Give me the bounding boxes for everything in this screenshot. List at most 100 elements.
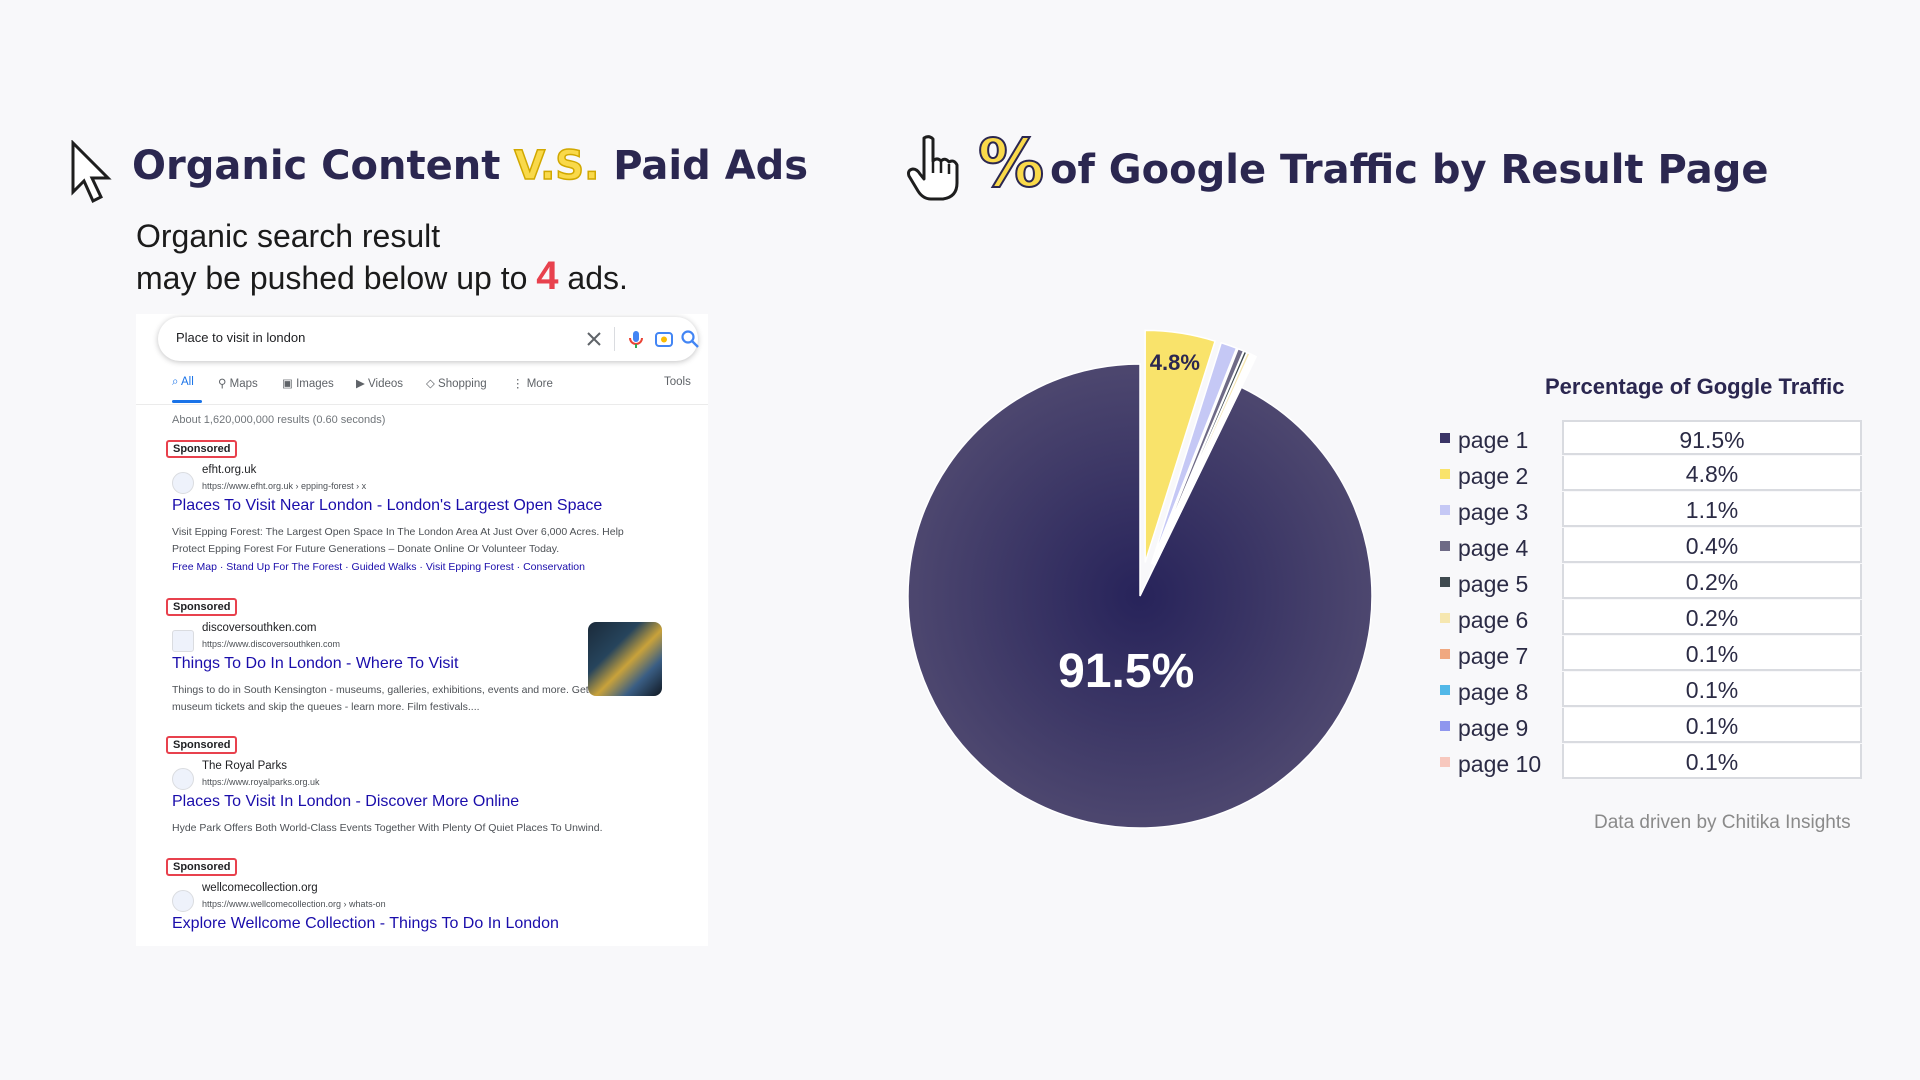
ad-site: The Royal Parks (202, 760, 288, 772)
subtitle: Organic search result may be pushed belo… (136, 216, 628, 298)
legend-row: page 3 1.1% (1432, 492, 1862, 528)
legend-swatch (1440, 757, 1450, 767)
legend-label: page 4 (1458, 535, 1529, 561)
tab-images[interactable]: ▣ Images (282, 378, 334, 390)
sponsored-badge: Sponsored (166, 736, 238, 754)
data-source: Data driven by Chitika Insights (1594, 812, 1851, 833)
left-title-part: Paid Ads (599, 143, 809, 189)
tab-label: Shopping (438, 378, 487, 390)
legend-swatch (1440, 613, 1450, 623)
tab-all[interactable]: ⌕ All (172, 376, 194, 388)
pointing-hand-icon (907, 135, 959, 201)
globe-icon (172, 890, 194, 912)
ad-url: https://www.discoversouthken.com (202, 639, 341, 649)
ad-url: https://www.efht.org.uk › epping-forest … (202, 481, 367, 491)
tab-label: More (526, 378, 553, 390)
ad-description: Hyde Park Offers Both World-Class Events… (172, 822, 603, 834)
legend-row: page 4 0.4% (1432, 528, 1862, 564)
crown-icon (172, 768, 194, 790)
legend-label: page 7 (1458, 643, 1529, 669)
tab-label: All (181, 376, 194, 388)
ad-sitelinks[interactable]: Free Map · Stand Up For The Forest · Gui… (172, 561, 585, 573)
legend-swatch (1440, 505, 1450, 515)
legend-label: page 3 (1458, 499, 1529, 525)
legend-row: page 9 0.1% (1432, 708, 1862, 744)
legend-row: page 8 0.1% (1432, 672, 1862, 708)
legend-swatch (1440, 577, 1450, 587)
legend-value: 0.1% (1562, 636, 1862, 671)
active-tab-indicator (172, 400, 202, 403)
slice-label-page-2: 4.8% (1150, 350, 1200, 375)
globe-icon (172, 472, 194, 494)
legend-swatch (1440, 685, 1450, 695)
ad-title-link[interactable]: Things To Do In London - Where To Visit (172, 655, 459, 672)
legend-swatch (1440, 469, 1450, 479)
divider (136, 404, 708, 405)
tab-maps[interactable]: ⚲ Maps (218, 378, 258, 390)
ad-description: Visit Epping Forest: The Largest Open Sp… (172, 526, 624, 555)
legend-label: page 8 (1458, 679, 1529, 705)
legend-value: 91.5% (1562, 420, 1862, 455)
sponsored-result: Sponsored The Royal Parks https://www.ro… (166, 736, 696, 846)
tab-label: Images (296, 378, 334, 390)
ad-title-link[interactable]: Explore Wellcome Collection - Things To … (172, 915, 559, 932)
tools-button[interactable]: Tools (664, 376, 691, 388)
legend-label: page 1 (1458, 427, 1529, 453)
ad-description: Things to do in South Kensington - museu… (172, 684, 610, 713)
arrow-cursor-icon (71, 140, 112, 204)
tab-videos[interactable]: ▶ Videos (356, 378, 404, 390)
legend-row: page 2 4.8% (1432, 456, 1862, 492)
table-title: Percentage of Goggle Traffic (1545, 374, 1845, 399)
pie-chart: 91.5% 4.8% (907, 329, 1373, 829)
ad-site: discoversouthken.com (202, 622, 317, 634)
legend-label: page 9 (1458, 715, 1529, 741)
pie-slice-page-3 (1150, 341, 1238, 565)
left-title: Organic Content V.S. Paid Ads (132, 142, 809, 190)
slice-label-page-1: 91.5% (1058, 645, 1194, 698)
camera-icon[interactable] (652, 327, 676, 351)
ad-title-link[interactable]: Places To Visit In London - Discover Mor… (172, 793, 520, 810)
sponsored-result: Sponsored efht.org.uk https://www.efht.o… (166, 440, 696, 590)
legend-label: page 6 (1458, 607, 1529, 633)
search-input[interactable]: Place to visit in london (176, 330, 306, 345)
legend-row: page 10 0.1% (1432, 744, 1862, 780)
search-icon[interactable] (678, 327, 702, 351)
tab-label: Maps (229, 378, 258, 390)
divider (614, 327, 615, 351)
ad-site: wellcomecollection.org (202, 882, 318, 894)
search-results-screenshot: Place to visit in london ⌕ All ⚲ Maps ▣ … (136, 314, 708, 946)
legend-row: page 5 0.2% (1432, 564, 1862, 600)
search-bar[interactable]: Place to visit in london (158, 317, 699, 361)
pie-slice-page-2 (1144, 329, 1216, 563)
ad-thumbnail-image[interactable] (588, 622, 662, 696)
legend-label: page 10 (1458, 751, 1542, 777)
legend-value: 0.1% (1562, 672, 1862, 707)
ad-url: https://www.wellcomecollection.org › wha… (202, 899, 386, 909)
legend-table: page 1 91.5% page 2 4.8% page 3 1.1% page 4 0.4… (1432, 420, 1862, 780)
ad-title-link[interactable]: Places To Visit Near London - London's L… (172, 497, 603, 514)
vs-label: V.S. (514, 142, 601, 190)
legend-value: 0.2% (1562, 600, 1862, 635)
legend-value: 4.8% (1562, 456, 1862, 491)
clear-icon[interactable] (582, 327, 606, 351)
search-tabs: ⌕ All ⚲ Maps ▣ Images ▶ Videos ◇ Shoppin… (172, 376, 702, 404)
legend-swatch (1440, 721, 1450, 731)
tab-more[interactable]: ⋮ More (512, 378, 553, 390)
pie-slice-page-10 (1154, 355, 1258, 566)
legend-swatch (1440, 541, 1450, 551)
site-logo-icon (172, 630, 194, 652)
legend-value: 0.1% (1562, 708, 1862, 743)
subtitle-text: ads. (558, 260, 628, 296)
left-title-part: Organic Content (132, 143, 515, 189)
legend-label: page 2 (1458, 463, 1529, 489)
legend-row: page 1 91.5% (1432, 420, 1862, 456)
pie-slice-page-1 (907, 363, 1373, 829)
result-stats: About 1,620,000,000 results (0.60 second… (172, 414, 386, 426)
tab-shopping[interactable]: ◇ Shopping (426, 378, 487, 390)
sponsored-badge: Sponsored (166, 858, 238, 876)
subtitle-line-2: may be pushed below up to 4 ads. (136, 256, 628, 298)
legend-swatch (1440, 433, 1450, 443)
microphone-icon[interactable] (624, 327, 648, 351)
sponsored-badge: Sponsored (166, 440, 238, 458)
legend-label: page 5 (1458, 571, 1529, 597)
